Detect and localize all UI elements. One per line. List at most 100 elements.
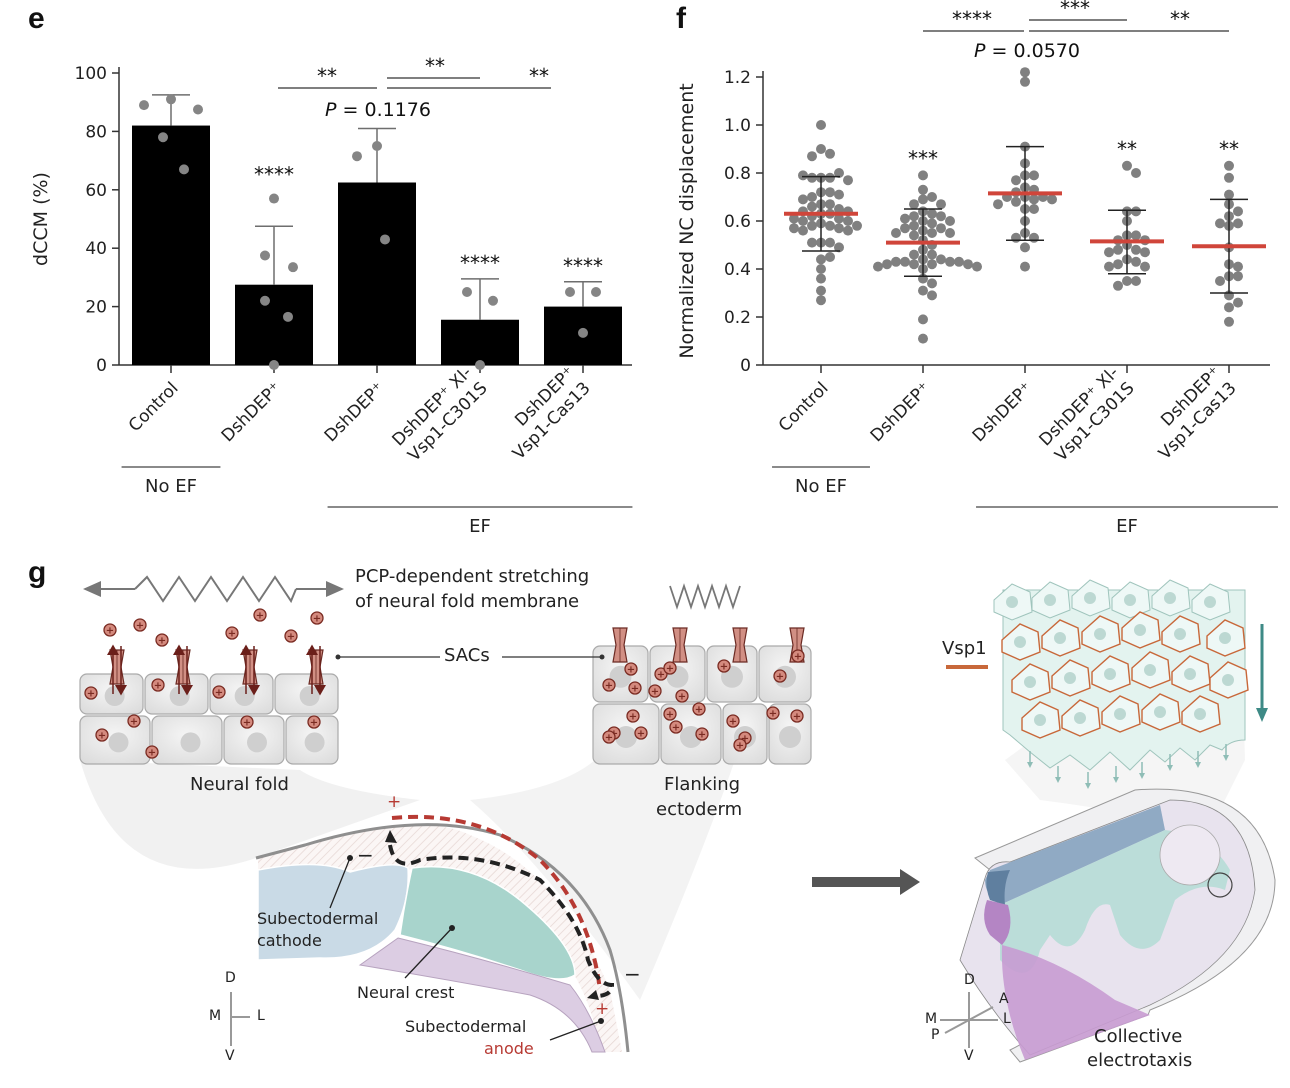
neural-crest-cell <box>1171 655 1211 693</box>
data-point <box>936 199 946 210</box>
y-tick-label: 60 <box>85 181 107 201</box>
cation-icon: + <box>307 715 321 729</box>
cation-icon: + <box>155 633 169 647</box>
cation-glyph: + <box>158 636 166 647</box>
panel-letter-g: g <box>28 556 47 589</box>
epithelial-cell <box>223 715 285 765</box>
sac-channel-icon <box>306 644 326 696</box>
cell-nucleus <box>299 686 320 706</box>
data-point <box>260 250 270 261</box>
cell-nucleus <box>1074 712 1086 724</box>
data-point <box>1020 242 1030 253</box>
cation-icon: + <box>733 738 747 752</box>
cell-nucleus <box>779 726 801 748</box>
cation-icon: + <box>253 608 267 622</box>
cell-nucleus <box>1204 596 1216 608</box>
y-tick-label: 100 <box>75 64 107 84</box>
cation-icon: + <box>607 726 621 740</box>
neural-crest-cell <box>1131 651 1171 689</box>
stretch-caption-line1: PCP-dependent stretching <box>355 566 590 587</box>
cation-glyph: + <box>695 705 703 716</box>
data-point <box>843 216 853 226</box>
cell-nucleus <box>108 732 129 753</box>
data-point <box>1233 271 1243 282</box>
neural-crest-cell <box>1151 579 1191 617</box>
cation-icon: + <box>133 618 147 632</box>
data-point <box>1140 261 1150 272</box>
data-point <box>936 223 946 234</box>
cation-icon: + <box>602 730 616 744</box>
y-tick-label: 0.2 <box>724 308 751 328</box>
orientation-axes-right <box>940 992 998 1048</box>
y-tick-label: 0.8 <box>724 164 751 184</box>
data-point <box>283 311 293 322</box>
cation-glyph: + <box>256 611 264 622</box>
data-point <box>918 170 928 181</box>
data-point <box>909 249 919 260</box>
cell-nucleus <box>1094 628 1106 640</box>
collective-label-line1: Collective <box>1094 1026 1183 1047</box>
cation-glyph: + <box>313 614 321 625</box>
y-axis-title: dCCM (%) <box>30 172 52 266</box>
data-point <box>1029 232 1039 243</box>
cell-nucleus <box>1174 628 1186 640</box>
x-tick-label: DshDEP⁺ <box>867 378 935 446</box>
data-point <box>834 189 844 200</box>
zoom-funnel-middle <box>470 760 735 1000</box>
cation-icon: + <box>212 685 226 699</box>
cell-nucleus <box>104 686 125 706</box>
chart-f-scatter-chart: 0 0.2 0.4 0.6 0.8 1.0 1.2 Normalized NC displac… <box>676 0 1278 537</box>
data-point <box>807 201 817 212</box>
cell-nucleus <box>1054 632 1066 644</box>
cation-icon: + <box>103 623 117 637</box>
y-tick-label: 0.6 <box>724 212 751 232</box>
sac-channel-icon <box>789 627 805 663</box>
cell-nucleus <box>666 665 689 688</box>
cell-nucleus <box>734 726 756 748</box>
cation-icon: + <box>766 706 780 720</box>
cell-nucleus <box>1006 596 1018 608</box>
data-point <box>936 254 946 265</box>
data-point <box>807 151 817 162</box>
data-point <box>945 228 955 238</box>
stretch-arrow-icon <box>83 575 344 604</box>
stretch-caption-line2: of neural fold membrane <box>355 591 580 612</box>
data-point <box>909 199 919 210</box>
neural-crest-label: Neural crest <box>357 983 455 1002</box>
migration-direction-arrow-icon <box>1256 624 1268 722</box>
data-point <box>179 164 189 175</box>
axis-left-l: L <box>257 1008 265 1024</box>
data-point <box>789 213 799 224</box>
cation-glyph: + <box>605 681 613 692</box>
neural-fold-label: Neural fold <box>190 774 289 795</box>
data-point <box>269 360 279 370</box>
neural-crest-cell <box>1031 581 1071 619</box>
data-point <box>352 151 362 162</box>
cation-glyph: + <box>776 672 784 683</box>
group-label: No EF <box>795 476 847 497</box>
data-point <box>807 237 817 248</box>
y-tick-label: 1.2 <box>724 68 751 88</box>
cation-glyph: + <box>736 741 744 752</box>
cation-glyph: + <box>148 748 156 759</box>
cation-icon: + <box>692 702 706 716</box>
data-point <box>1233 206 1243 217</box>
data-point <box>798 216 808 226</box>
epithelial-cell <box>592 645 649 703</box>
epithelial-cell <box>660 703 722 765</box>
neural-crest-cell <box>1181 695 1221 733</box>
cation-glyph: + <box>651 687 659 698</box>
data-point <box>825 199 835 210</box>
migrating-cell-sheet <box>993 579 1249 789</box>
data-point <box>927 218 937 229</box>
data-point <box>918 194 928 205</box>
data-point <box>139 100 149 111</box>
neural-crest-cell <box>1041 619 1081 657</box>
data-point <box>1104 247 1114 258</box>
data-point <box>825 220 835 231</box>
data-point <box>993 199 1003 210</box>
cation-glyph: + <box>310 718 318 729</box>
cation-icon: + <box>669 720 683 734</box>
x-tick-label: DshDEP⁺ <box>969 378 1037 446</box>
data-point <box>380 234 390 245</box>
